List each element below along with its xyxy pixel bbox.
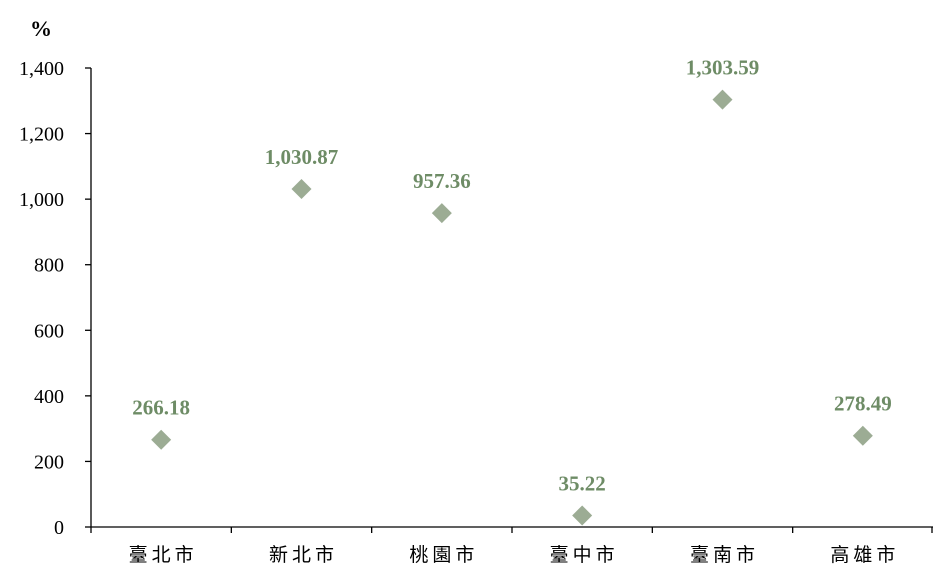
x-category-label: 臺南市	[690, 544, 759, 566]
data-markers	[151, 89, 873, 526]
y-tick-label: 400	[34, 386, 64, 408]
data-value-label: 1,303.59	[686, 56, 760, 80]
data-point-marker	[431, 203, 452, 224]
data-value-label: 266.18	[132, 396, 190, 420]
x-category-label: 桃園市	[409, 544, 478, 566]
data-value-label: 35.22	[559, 471, 606, 495]
data-point-marker	[151, 429, 172, 450]
x-category-label: 新北市	[269, 544, 338, 566]
data-point-marker	[852, 425, 873, 446]
y-tick-label: 1,000	[19, 189, 64, 211]
y-tick-label: 800	[34, 255, 64, 277]
data-value-label: 1,030.87	[265, 145, 339, 169]
y-tick-label: 1,200	[19, 124, 64, 146]
data-labels: 266.18 1,030.87 957.36 35.22 1,303.59 278.49	[132, 56, 891, 496]
x-category-label: 高雄市	[830, 544, 899, 566]
data-point-marker	[291, 179, 312, 200]
y-tick-label: 1,400	[19, 58, 64, 80]
y-axis: 0 200 400 600 800 1,000 1,200 1,400	[19, 58, 92, 539]
y-tick-label: 600	[34, 320, 64, 342]
x-category-label: 臺中市	[550, 544, 619, 566]
y-axis-unit-label: %	[30, 16, 52, 41]
data-point-marker	[712, 89, 733, 110]
y-tick-label: 200	[34, 451, 64, 473]
x-category-label: 臺北市	[129, 544, 198, 566]
y-tick-label: 0	[54, 517, 64, 539]
data-value-label: 278.49	[834, 392, 892, 416]
x-axis: 臺北市 新北市 桃園市 臺中市 臺南市 高雄市	[90, 526, 933, 566]
data-value-label: 957.36	[413, 169, 471, 193]
data-point-marker	[572, 505, 593, 526]
